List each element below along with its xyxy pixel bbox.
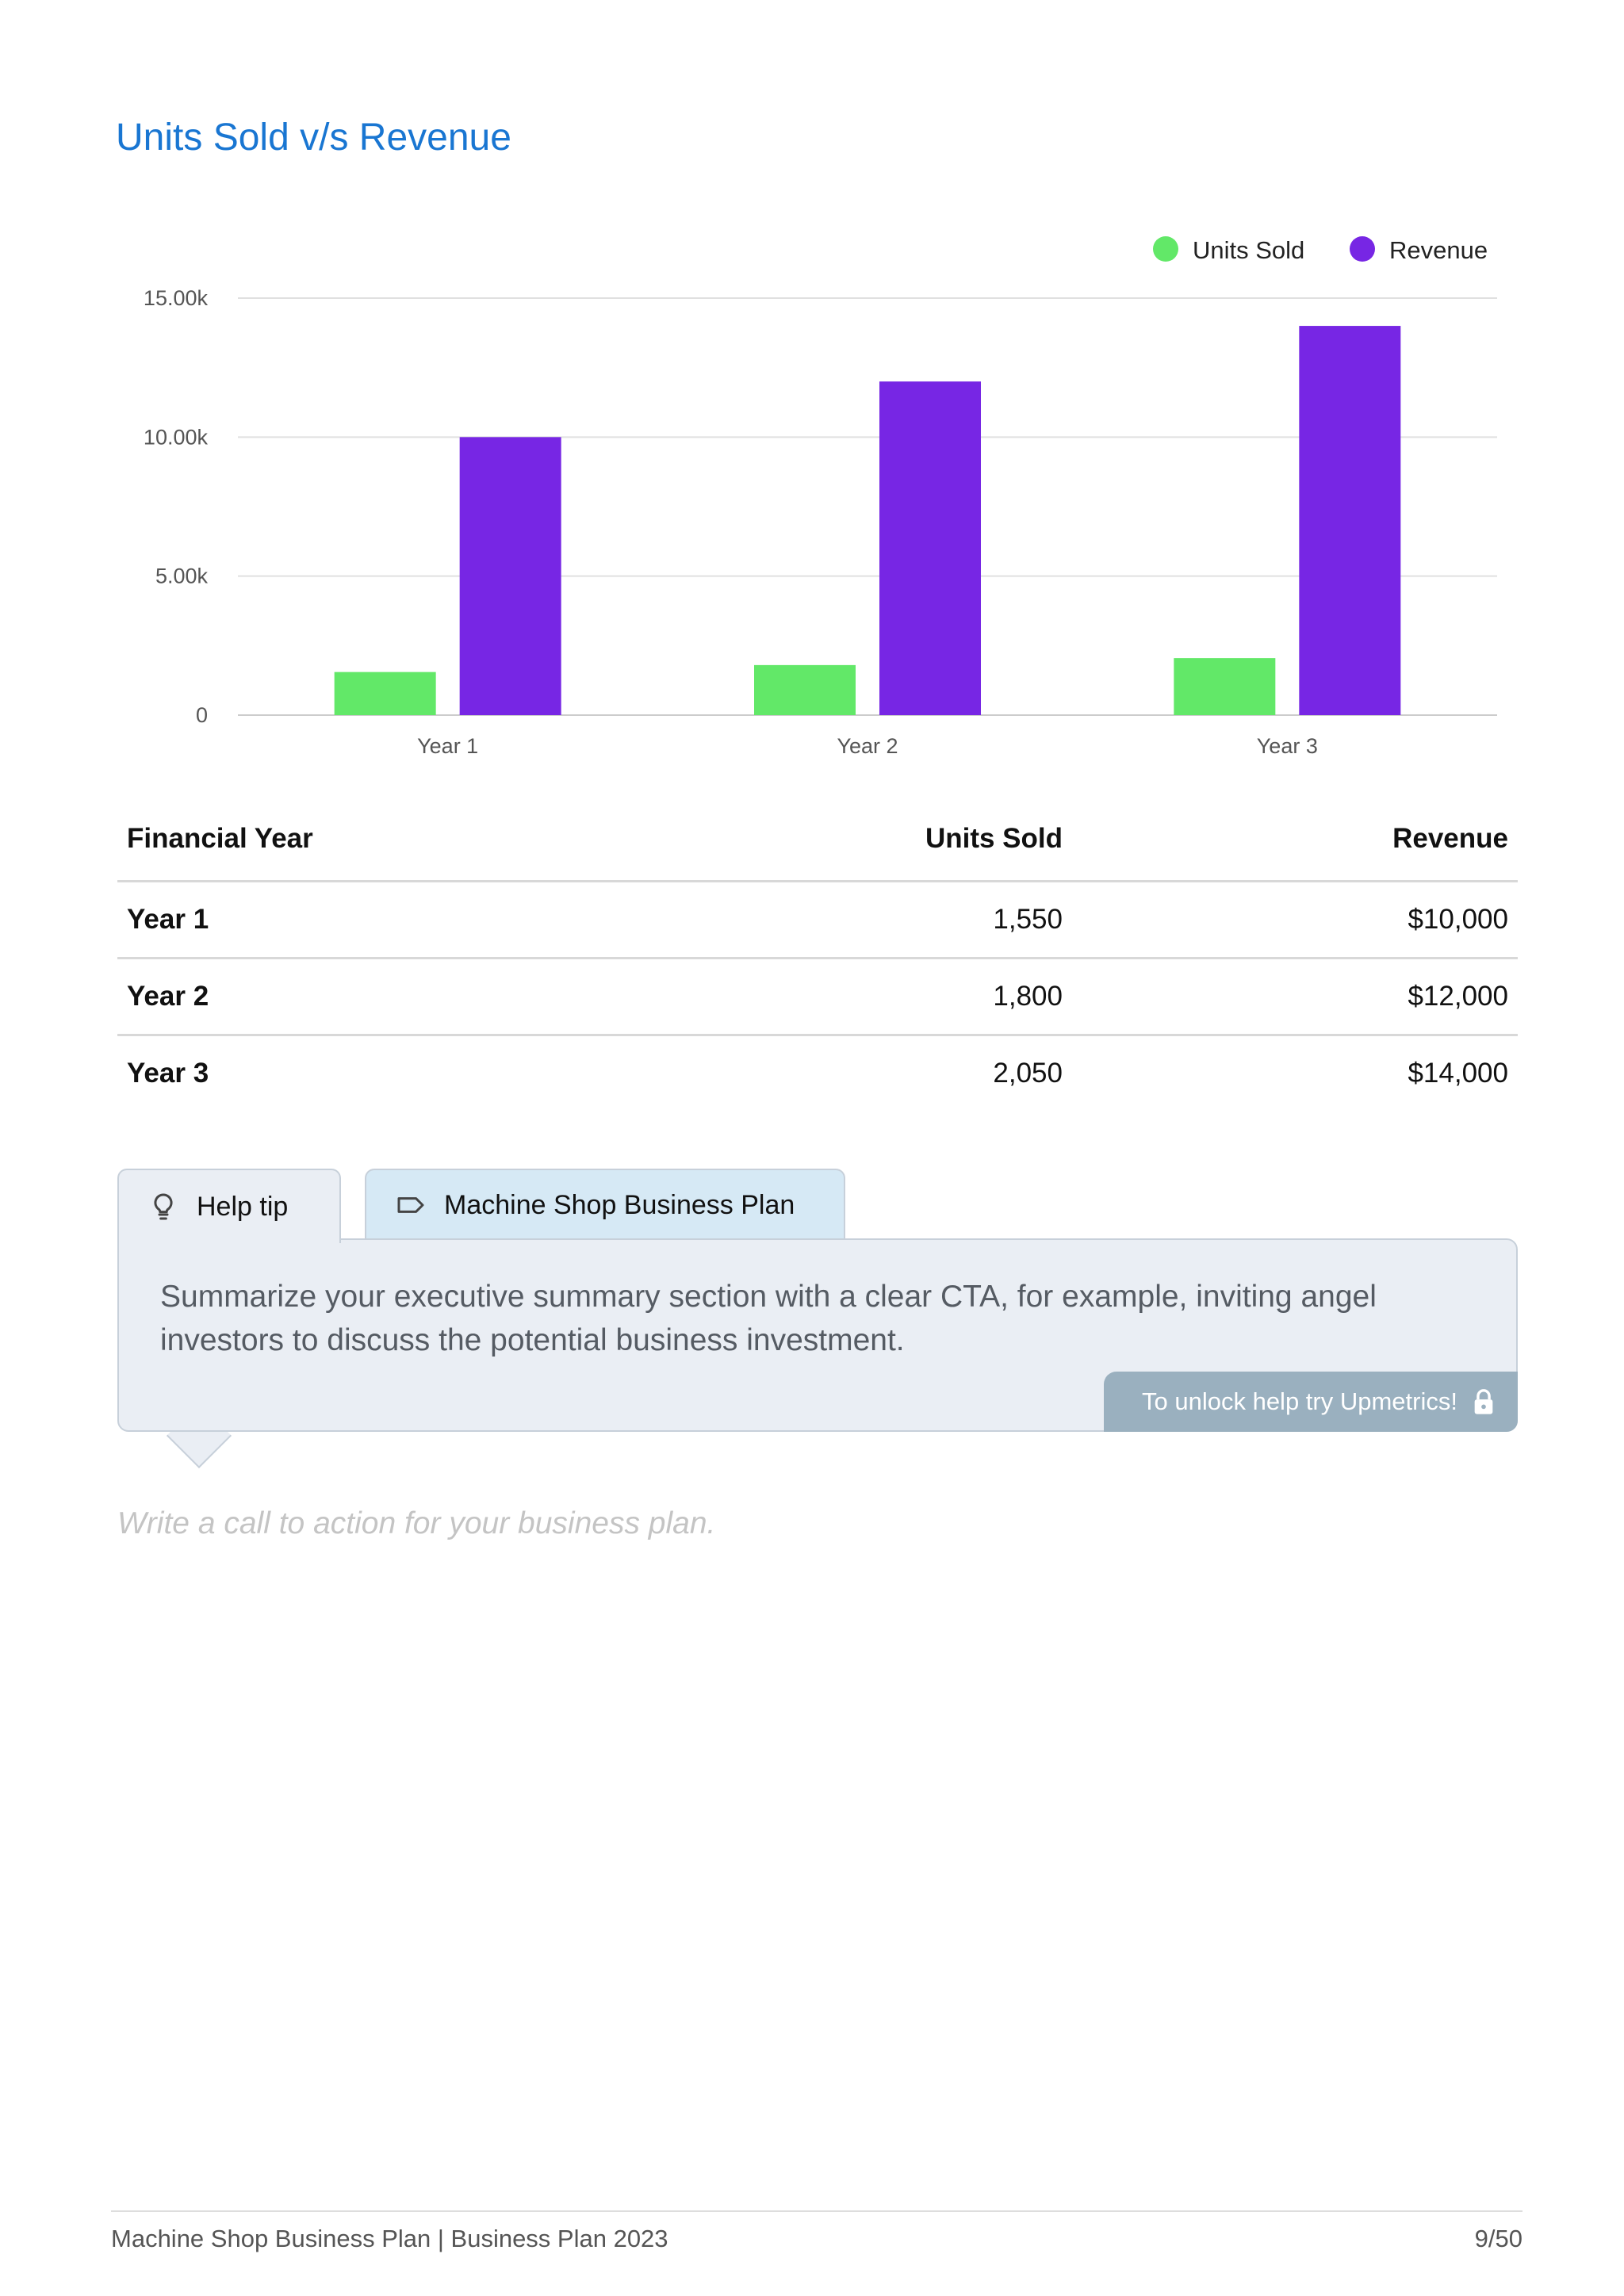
cell-year: Year 1 (117, 881, 595, 959)
tab-plan-label: Machine Shop Business Plan (444, 1189, 795, 1220)
cta-placeholder[interactable]: Write a call to action for your business… (117, 1506, 716, 1540)
bar-units-sold (754, 664, 856, 715)
cell-revenue: $12,000 (1072, 958, 1518, 1036)
help-tip-panel: Summarize your executive summary section… (117, 1238, 1518, 1432)
unlock-label: To unlock help try Upmetrics! (1142, 1387, 1457, 1415)
tab-help-label: Help tip (197, 1191, 289, 1222)
table-row: Year 1 1,550 $10,000 (117, 881, 1518, 959)
tab-help-tip[interactable]: Help tip (117, 1169, 341, 1243)
tab-business-plan[interactable]: Machine Shop Business Plan (365, 1169, 845, 1240)
footer-document-title: Machine Shop Business Plan | Business Pl… (111, 2225, 668, 2252)
footer-page-number: 9/50 (1474, 2225, 1522, 2252)
bar-units-sold (334, 672, 436, 715)
tag-icon (395, 1189, 427, 1221)
y-tick-label: 5.00k (155, 564, 209, 588)
units-revenue-chart: 0 5.00k 10.00k 15.00k Year 1 Year 2 Year 3 Unit… (144, 236, 1497, 758)
y-tick-label: 0 (196, 703, 208, 727)
column-header-revenue: Revenue (1072, 798, 1518, 882)
cell-revenue: $10,000 (1072, 881, 1518, 959)
column-header-units-sold: Units Sold (595, 798, 1072, 882)
bar-units-sold (1174, 658, 1276, 715)
unlock-help-button[interactable]: To unlock help try Upmetrics! (1104, 1372, 1518, 1432)
table-row: Year 3 2,050 $14,000 (117, 1035, 1518, 1112)
x-tick-label: Year 2 (837, 734, 898, 758)
bar-revenue (459, 437, 561, 715)
bar-revenue (1299, 326, 1401, 715)
legend-label: Units Sold (1193, 236, 1304, 264)
cell-revenue: $14,000 (1408, 1058, 1508, 1089)
y-tick-label: 15.00k (144, 286, 209, 310)
cell-year: Year 2 (117, 958, 595, 1036)
cell-units: 1,800 (595, 958, 1072, 1036)
table-header-row: Financial Year Units Sold Revenue (117, 798, 1518, 882)
footer-divider (111, 2210, 1522, 2212)
help-tip-text: Summarize your executive summary section… (160, 1280, 1377, 1357)
legend-marker (1153, 236, 1178, 262)
lightbulb-icon (147, 1191, 179, 1223)
x-tick-label: Year 1 (417, 734, 478, 758)
financial-table: Financial Year Units Sold Revenue Year 1… (117, 798, 1518, 1111)
legend-marker (1350, 236, 1375, 262)
lock-icon (1472, 1388, 1496, 1415)
cell-units: 1,550 (595, 881, 1072, 959)
y-tick-label: 10.00k (144, 425, 209, 449)
table-row: Year 2 1,800 $12,000 (117, 958, 1518, 1036)
legend-label: Revenue (1389, 236, 1488, 264)
page-title: Units Sold v/s Revenue (116, 117, 511, 159)
cell-year: Year 3 (127, 1058, 209, 1089)
bar-revenue (879, 381, 981, 715)
column-header-financial-year: Financial Year (117, 798, 595, 882)
cell-units: 2,050 (993, 1058, 1063, 1089)
x-tick-label: Year 3 (1257, 734, 1318, 758)
